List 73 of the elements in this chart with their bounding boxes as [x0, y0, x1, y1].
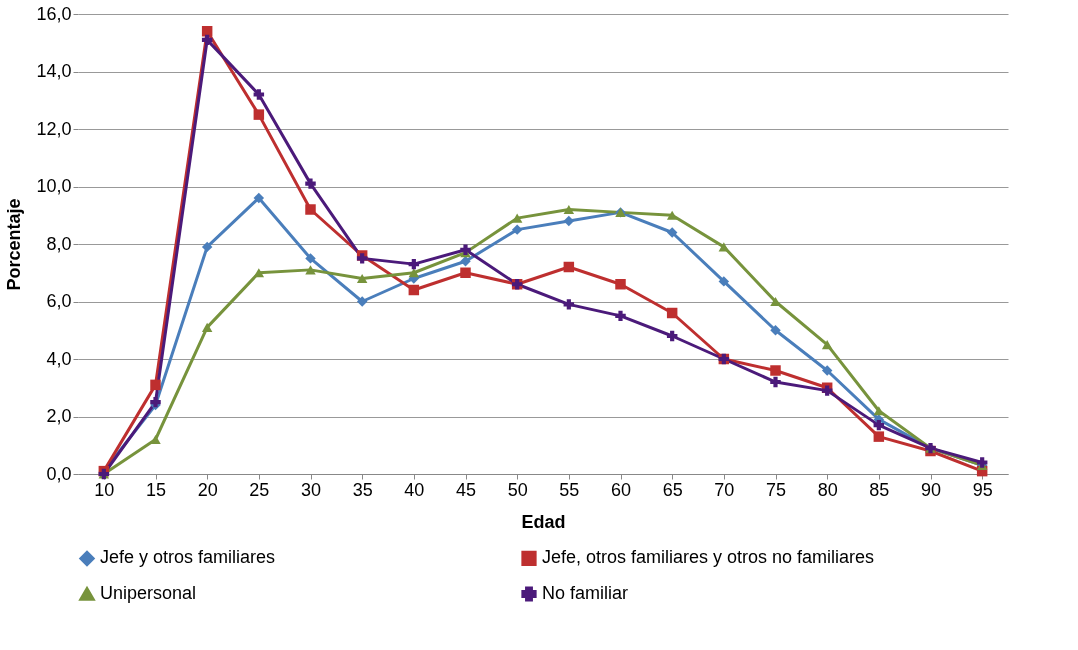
- y-tick-label: 0,0: [46, 463, 72, 484]
- x-tick-label: 65: [662, 479, 683, 500]
- point: [408, 284, 420, 296]
- x-tick-label: 25: [249, 479, 270, 500]
- point: [305, 253, 316, 264]
- point: [253, 89, 265, 100]
- x-tick-label: 60: [610, 479, 632, 500]
- x-tick-label: 75: [765, 479, 787, 500]
- point: [150, 379, 161, 391]
- y-tick-label: 2,0: [46, 406, 72, 426]
- y-tick-label: 16,0: [36, 3, 72, 24]
- y-tick-label: 14,0: [36, 61, 72, 81]
- point: [666, 330, 678, 342]
- y-tick-label: 4,0: [46, 348, 72, 369]
- x-tick-label: 80: [817, 479, 838, 500]
- point: [305, 204, 316, 215]
- y-tick-label: 10,0: [36, 176, 72, 196]
- x-tick-label: 85: [869, 479, 890, 500]
- point: [770, 376, 781, 388]
- point: [305, 178, 316, 189]
- y-tick-label: 8,0: [46, 233, 72, 254]
- x-tick-label: 15: [145, 479, 167, 500]
- point: [821, 340, 833, 350]
- legend-label: Jefe, otros familiares y otros no familiares: [542, 547, 875, 568]
- point: [408, 268, 420, 278]
- y-tick-label: 6,0: [46, 291, 72, 311]
- x-tick-label: 55: [559, 479, 580, 500]
- legend-label: Unipersonal: [100, 583, 197, 603]
- legend-label: No familiar: [542, 583, 629, 603]
- point: [615, 310, 626, 322]
- x-tick-label: 95: [972, 479, 993, 500]
- point: [150, 434, 161, 445]
- point: [356, 273, 368, 284]
- point: [666, 307, 678, 319]
- legend-label: Jefe y otros familiares: [100, 547, 276, 568]
- point: [770, 325, 781, 336]
- point: [873, 431, 885, 442]
- y-tick-label: 12,0: [36, 118, 72, 139]
- point: [563, 261, 575, 273]
- point: [460, 267, 471, 278]
- point: [201, 322, 213, 332]
- x-tick-label: 90: [920, 479, 942, 500]
- point: [821, 365, 833, 376]
- x-tick-label: 10: [94, 479, 115, 500]
- x-tick-label: 35: [352, 479, 373, 500]
- point: [563, 215, 575, 227]
- y-axis-title: Porcentaje: [4, 198, 25, 291]
- point: [563, 299, 575, 310]
- point: [253, 192, 265, 204]
- x-tick-label: 20: [197, 479, 218, 500]
- point: [873, 419, 885, 431]
- x-tick-label: 70: [714, 479, 735, 500]
- point: [666, 210, 678, 220]
- point: [408, 258, 420, 270]
- point: [511, 213, 523, 223]
- x-tick-label: 30: [300, 479, 322, 500]
- point: [356, 296, 368, 307]
- point: [253, 109, 265, 120]
- point: [305, 265, 316, 275]
- point: [666, 227, 678, 238]
- point: [201, 241, 213, 253]
- point: [511, 224, 523, 235]
- point: [201, 34, 213, 46]
- point: [770, 365, 781, 376]
- x-tick-label: 40: [404, 479, 425, 500]
- point: [253, 268, 265, 278]
- x-axis-title: Edad: [521, 511, 566, 532]
- point: [460, 244, 471, 255]
- point: [615, 279, 626, 290]
- x-tick-label: 50: [507, 479, 528, 500]
- x-tick-label: 45: [455, 479, 477, 500]
- point: [718, 276, 730, 287]
- point: [563, 204, 575, 215]
